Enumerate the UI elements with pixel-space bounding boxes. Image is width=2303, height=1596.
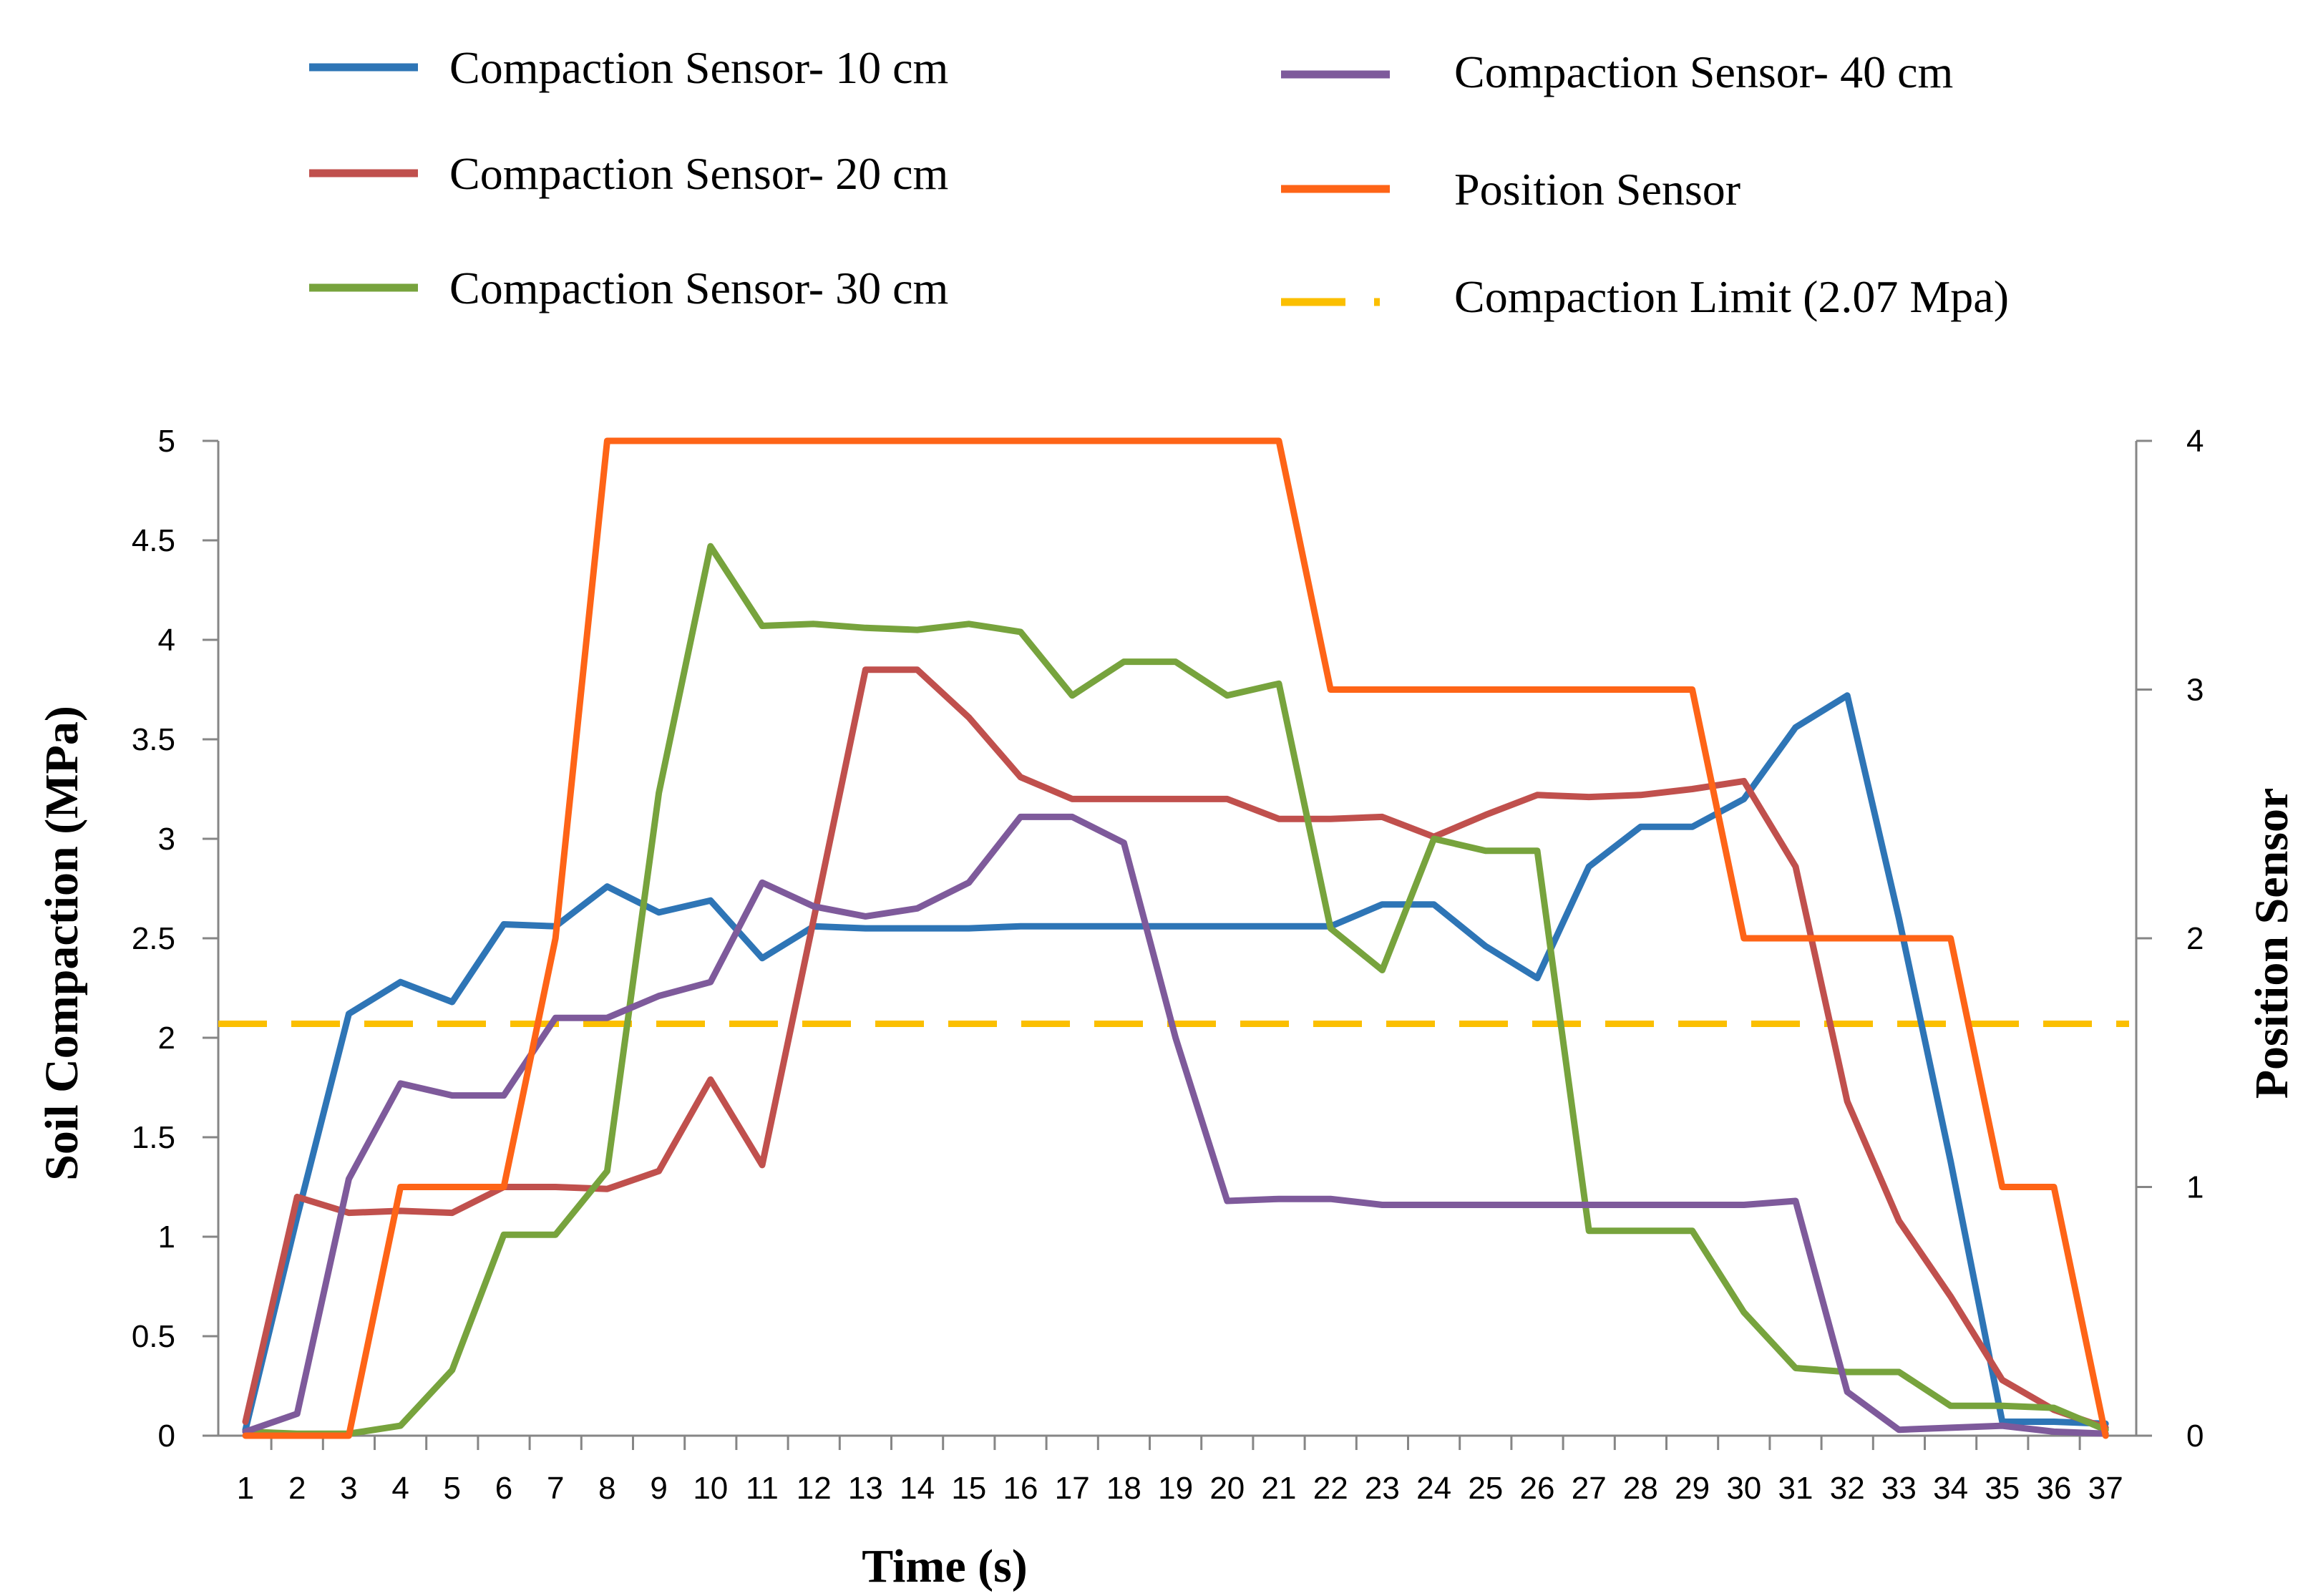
y2-tick-label: 2 (2186, 921, 2204, 956)
x-tick-label: 8 (598, 1471, 615, 1506)
x-tick-label: 12 (797, 1471, 832, 1506)
plot-area (218, 437, 2129, 1439)
x-axis-ticks: 1 2 3 4 5 6 7 8 9 10 11 12 13 14 15 16 17 18 19 20 21 22 23 24 2… (237, 1436, 2123, 1506)
y-axis-right-ticks: 0 1 2 3 4 (2136, 424, 2204, 1454)
x-tick-label: 9 (650, 1471, 667, 1506)
y2-tick-label: 4 (2186, 424, 2204, 459)
legend-item-sensor-40cm: Compaction Sensor- 40 cm (1281, 47, 1953, 97)
legend-item-position-sensor: Position Sensor (1281, 164, 1740, 215)
legend: Compaction Sensor- 10 cm Compaction Sens… (309, 42, 2009, 322)
y2-tick-label: 0 (2186, 1419, 2204, 1454)
y-tick-label: 0.5 (132, 1319, 175, 1354)
x-tick-label: 4 (391, 1471, 409, 1506)
x-tick-label: 15 (951, 1471, 986, 1506)
legend-item-compaction-limit: Compaction Limit (2.07 Mpa) (1281, 271, 2009, 322)
x-tick-label: 25 (1468, 1471, 1503, 1506)
x-tick-label: 31 (1778, 1471, 1813, 1506)
legend-label-sensor-10cm: Compaction Sensor- 10 cm (449, 42, 948, 93)
x-tick-label: 24 (1416, 1471, 1451, 1506)
x-tick-label: 27 (1572, 1471, 1607, 1506)
x-tick-label: 14 (900, 1471, 935, 1506)
y2-tick-label: 3 (2186, 673, 2204, 708)
x-tick-label: 19 (1158, 1471, 1193, 1506)
x-tick-label: 32 (1830, 1471, 1865, 1506)
y-tick-label: 4.5 (132, 523, 175, 558)
x-tick-label: 17 (1055, 1471, 1090, 1506)
x-tick-label: 35 (1985, 1471, 2020, 1506)
x-tick-label: 3 (340, 1471, 357, 1506)
y-axis-left-ticks: 0 0.5 1 1.5 2 2.5 3 3.5 4 4.5 5 (132, 424, 218, 1454)
legend-item-sensor-10cm: Compaction Sensor- 10 cm (309, 42, 948, 93)
legend-label-position-sensor: Position Sensor (1454, 164, 1740, 215)
y-tick-label: 3.5 (132, 722, 175, 757)
x-tick-label: 11 (746, 1471, 779, 1506)
x-tick-label: 26 (1520, 1471, 1555, 1506)
x-tick-label: 2 (288, 1471, 306, 1506)
x-tick-label: 7 (547, 1471, 564, 1506)
x-tick-label: 21 (1262, 1471, 1297, 1506)
x-tick-label: 20 (1209, 1471, 1245, 1506)
y-tick-label: 1 (158, 1220, 175, 1255)
legend-item-sensor-30cm: Compaction Sensor- 30 cm (309, 263, 948, 313)
legend-item-sensor-20cm: Compaction Sensor- 20 cm (309, 148, 948, 199)
legend-label-sensor-30cm: Compaction Sensor- 30 cm (449, 263, 948, 313)
x-tick-label: 28 (1623, 1471, 1658, 1506)
legend-label-sensor-40cm: Compaction Sensor- 40 cm (1454, 47, 1953, 97)
y2-tick-label: 1 (2186, 1170, 2204, 1205)
y-axis-title: Soil Compaction (MPa) (36, 706, 88, 1181)
y-tick-label: 2 (158, 1021, 175, 1056)
x-tick-label: 13 (848, 1471, 883, 1506)
x-tick-label: 18 (1106, 1471, 1141, 1506)
x-tick-label: 10 (693, 1471, 728, 1506)
sensor-20cm-line (242, 666, 2109, 1431)
x-tick-label: 34 (1933, 1471, 1968, 1506)
sensor-40cm-line (242, 813, 2109, 1437)
y-tick-label: 3 (158, 822, 175, 857)
x-tick-label: 1 (237, 1471, 254, 1506)
x-tick-label: 30 (1726, 1471, 1761, 1506)
x-tick-label: 16 (1003, 1471, 1038, 1506)
legend-label-compaction-limit: Compaction Limit (2.07 Mpa) (1454, 271, 2009, 322)
x-tick-label: 29 (1675, 1471, 1710, 1506)
position-sensor-line (242, 437, 2109, 1439)
y2-axis-title: Position Sensor (2246, 788, 2298, 1099)
x-tick-label: 5 (444, 1471, 461, 1506)
x-tick-label: 37 (2088, 1471, 2123, 1506)
x-tick-label: 6 (495, 1471, 512, 1506)
x-tick-label: 36 (2037, 1471, 2072, 1506)
y-tick-label: 0 (158, 1419, 175, 1454)
x-tick-label: 33 (1881, 1471, 1917, 1506)
legend-label-sensor-20cm: Compaction Sensor- 20 cm (449, 148, 948, 199)
y-tick-label: 1.5 (132, 1120, 175, 1155)
x-tick-label: 22 (1313, 1471, 1348, 1506)
y-tick-label: 2.5 (132, 921, 175, 956)
x-axis-title: Time (s) (862, 1540, 1028, 1592)
y-tick-label: 4 (158, 623, 175, 658)
sensor-30cm-line (242, 542, 2109, 1437)
x-tick-label: 23 (1365, 1471, 1400, 1506)
y-tick-label: 5 (158, 424, 175, 459)
